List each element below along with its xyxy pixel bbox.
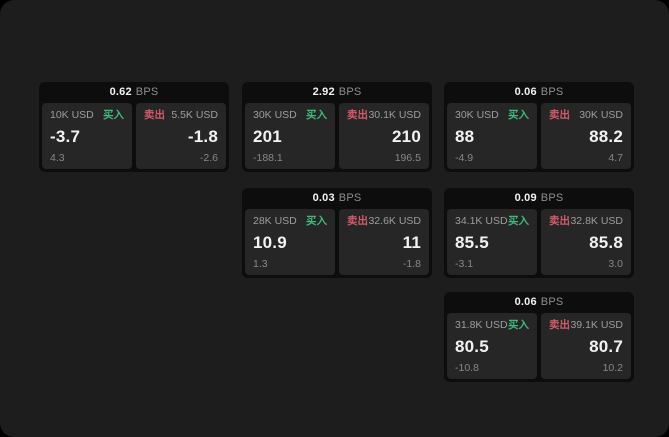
sell-delta: -1.8 <box>402 258 421 270</box>
spread-value: 0.06 <box>514 86 537 98</box>
buy-delta: -3.1 <box>455 258 474 270</box>
buy-size: 10K USD <box>50 109 94 121</box>
bps-unit-label: BPS <box>540 86 564 98</box>
sell-quote-panel[interactable]: 卖出 39.1K USD 80.7 10.2 <box>541 313 631 379</box>
spread-header: 2.92 BPS <box>242 82 432 103</box>
buy-quote-panel[interactable]: 34.1K USD 买入 85.5 -3.1 <box>447 209 537 275</box>
sell-price: 11 <box>402 232 421 252</box>
sell-delta: 3.0 <box>608 258 623 270</box>
sell-delta: 10.2 <box>602 362 623 374</box>
buy-delta: 4.3 <box>50 152 65 164</box>
spread-header: 0.03 BPS <box>242 188 432 209</box>
bps-unit-label: BPS <box>540 296 564 308</box>
buy-side-label: 买入 <box>103 109 124 121</box>
quote-card: 0.62 BPS 10K USD 买入 -3.7 4.3 卖出 5.5K USD… <box>39 82 229 172</box>
sell-quote-panel[interactable]: 卖出 5.5K USD -1.8 -2.6 <box>136 103 226 169</box>
buy-price: 88 <box>455 126 475 146</box>
buy-size: 30K USD <box>455 109 499 121</box>
sell-size: 30.1K USD <box>368 109 421 121</box>
sell-size: 32.6K USD <box>368 215 421 227</box>
quote-card: 0.06 BPS 31.8K USD 买入 80.5 -10.8 卖出 39.1… <box>444 292 634 382</box>
sell-side-label: 卖出 <box>347 215 368 227</box>
quote-card: 2.92 BPS 30K USD 买入 201 -188.1 卖出 30.1K … <box>242 82 432 172</box>
buy-size: 34.1K USD <box>455 215 508 227</box>
buy-price: 201 <box>253 126 282 146</box>
sell-side-label: 卖出 <box>144 109 165 121</box>
buy-delta: -188.1 <box>253 152 283 164</box>
sell-quote-panel[interactable]: 卖出 32.6K USD 11 -1.8 <box>339 209 429 275</box>
buy-price: -3.7 <box>50 126 81 146</box>
quote-card: 0.06 BPS 30K USD 买入 88 -4.9 卖出 30K USD 8… <box>444 82 634 172</box>
buy-side-label: 买入 <box>306 215 327 227</box>
sell-delta: 4.7 <box>608 152 623 164</box>
buy-delta: -10.8 <box>455 362 479 374</box>
buy-size: 30K USD <box>253 109 297 121</box>
buy-size: 31.8K USD <box>455 319 508 331</box>
sell-delta: -2.6 <box>199 152 218 164</box>
buy-quote-panel[interactable]: 28K USD 买入 10.9 1.3 <box>245 209 335 275</box>
buy-price: 85.5 <box>455 232 489 252</box>
bps-unit-label: BPS <box>540 192 564 204</box>
sell-price: -1.8 <box>187 126 218 146</box>
buy-price: 10.9 <box>253 232 287 252</box>
buy-quote-panel[interactable]: 30K USD 买入 201 -188.1 <box>245 103 335 169</box>
buy-side-label: 买入 <box>306 109 327 121</box>
buy-quote-panel[interactable]: 10K USD 买入 -3.7 4.3 <box>42 103 132 169</box>
sell-size: 32.8K USD <box>570 215 623 227</box>
buy-delta: -4.9 <box>455 152 474 164</box>
spread-value: 0.62 <box>109 86 132 98</box>
spread-header: 0.06 BPS <box>444 292 634 313</box>
sell-size: 5.5K USD <box>171 109 218 121</box>
sell-side-label: 卖出 <box>549 319 570 331</box>
sell-quote-panel[interactable]: 卖出 30K USD 88.2 4.7 <box>541 103 631 169</box>
buy-size: 28K USD <box>253 215 297 227</box>
spread-value: 2.92 <box>312 86 335 98</box>
sell-quote-panel[interactable]: 卖出 30.1K USD 210 196.5 <box>339 103 429 169</box>
sell-size: 39.1K USD <box>570 319 623 331</box>
bps-unit-label: BPS <box>338 86 362 98</box>
spread-value: 0.09 <box>514 192 537 204</box>
spread-header: 0.09 BPS <box>444 188 634 209</box>
sell-price: 80.7 <box>589 336 623 356</box>
sell-quote-panel[interactable]: 卖出 32.8K USD 85.8 3.0 <box>541 209 631 275</box>
sell-side-label: 卖出 <box>549 215 570 227</box>
sell-side-label: 卖出 <box>549 109 570 121</box>
buy-price: 80.5 <box>455 336 489 356</box>
spread-header: 0.62 BPS <box>39 82 229 103</box>
buy-quote-panel[interactable]: 30K USD 买入 88 -4.9 <box>447 103 537 169</box>
bps-unit-label: BPS <box>135 86 159 98</box>
spread-value: 0.03 <box>312 192 335 204</box>
bps-unit-label: BPS <box>338 192 362 204</box>
sell-price: 85.8 <box>589 232 623 252</box>
sell-delta: 196.5 <box>394 152 421 164</box>
quote-card: 0.09 BPS 34.1K USD 买入 85.5 -3.1 卖出 32.8K… <box>444 188 634 278</box>
spread-value: 0.06 <box>514 296 537 308</box>
sell-side-label: 卖出 <box>347 109 368 121</box>
sell-price: 88.2 <box>589 126 623 146</box>
sell-size: 30K USD <box>579 109 623 121</box>
spread-header: 0.06 BPS <box>444 82 634 103</box>
buy-quote-panel[interactable]: 31.8K USD 买入 80.5 -10.8 <box>447 313 537 379</box>
sell-price: 210 <box>392 126 421 146</box>
buy-delta: 1.3 <box>253 258 268 270</box>
quote-card: 0.03 BPS 28K USD 买入 10.9 1.3 卖出 32.6K US… <box>242 188 432 278</box>
buy-side-label: 买入 <box>508 109 529 121</box>
buy-side-label: 买入 <box>508 319 529 331</box>
buy-side-label: 买入 <box>508 215 529 227</box>
